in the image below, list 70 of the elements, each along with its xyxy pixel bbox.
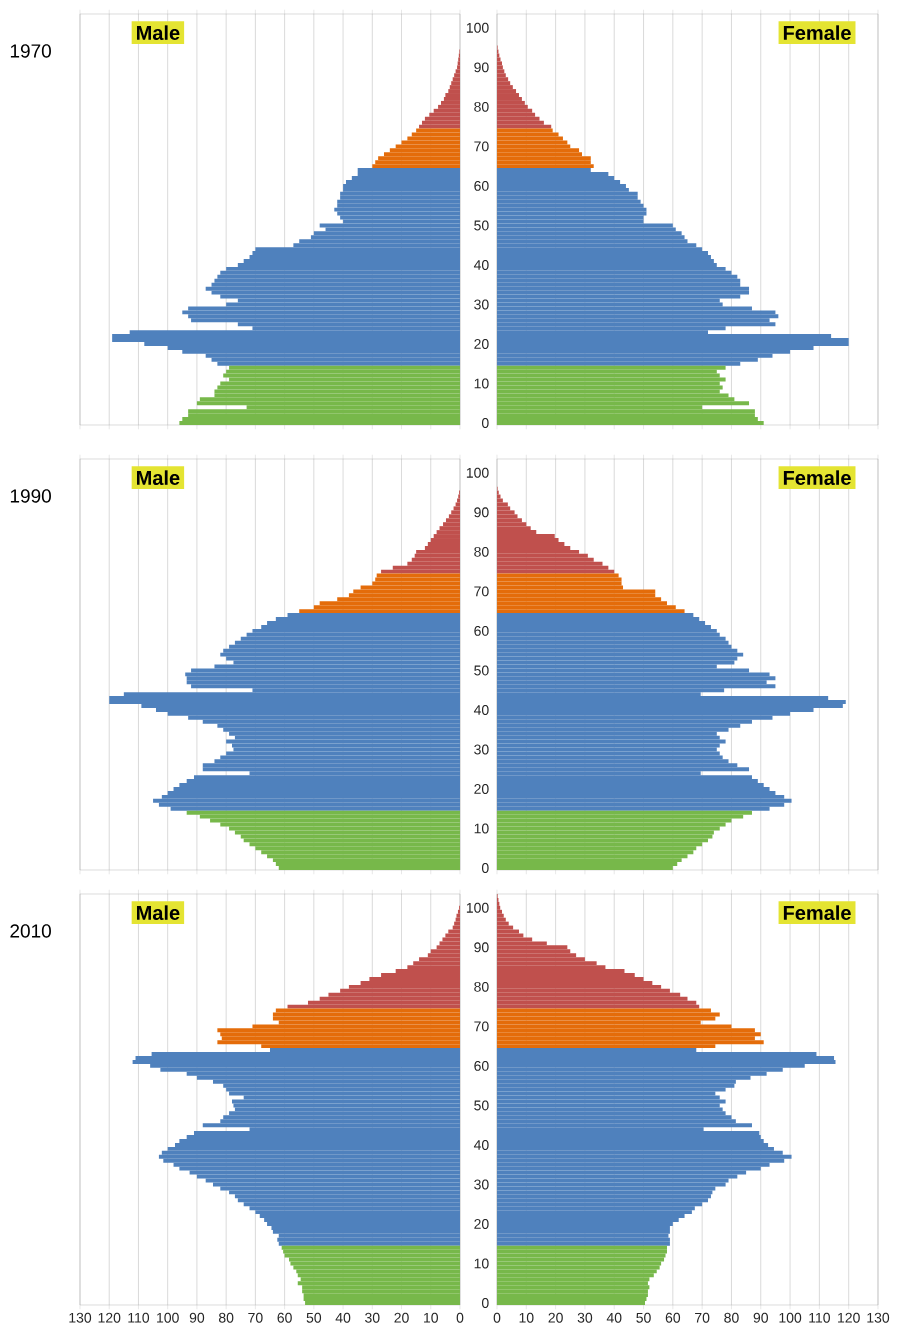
x-tick-label: 70 [248, 1312, 263, 1323]
y-tick-label: 50 [474, 665, 489, 676]
x-tick-label: 110 [128, 1312, 150, 1323]
y-tick-label: 20 [474, 339, 489, 349]
x-tick-label: 110 [809, 1312, 830, 1323]
chart-title: Female [783, 905, 851, 920]
y-tick-label: 10 [474, 1258, 489, 1269]
y-tick-label: 80 [474, 546, 489, 557]
y-axis-title: 1970 [10, 44, 51, 58]
x-tick-label: 80 [724, 1312, 739, 1323]
chart-title: Male [137, 905, 180, 920]
x-tick-label: 50 [306, 1312, 322, 1323]
y-tick-label: 70 [474, 141, 489, 152]
y-tick-label: 80 [474, 101, 489, 112]
x-tick-label: 0 [456, 1312, 464, 1323]
x-tick-label: 20 [394, 1312, 409, 1323]
x-tick-label: 80 [218, 1312, 234, 1323]
y-tick-label: 100 [466, 467, 489, 478]
y-tick-label: 50 [474, 1100, 489, 1111]
y-tick-label: 70 [474, 1021, 489, 1032]
y-tick-label: 0 [481, 863, 489, 873]
y-tick-label: 100 [466, 902, 489, 913]
y-tick-label: 0 [481, 1298, 489, 1308]
y-tick-label: 10 [474, 823, 489, 834]
chart-title: Male [137, 25, 180, 40]
y-tick-label: 60 [474, 625, 489, 636]
x-tick-label: 20 [548, 1312, 563, 1323]
y-tick-label: 50 [474, 220, 489, 231]
y-axis-title: 2010 [10, 924, 51, 938]
x-tick-label: 90 [189, 1312, 205, 1323]
y-tick-label: 90 [474, 942, 489, 953]
x-tick-label: 40 [606, 1312, 622, 1323]
y-tick-label: 70 [474, 586, 489, 597]
y-tick-label: 10 [474, 378, 489, 389]
y-tick-label: 60 [474, 180, 489, 191]
x-tick-label: 50 [636, 1312, 651, 1323]
x-tick-label: 40 [335, 1312, 351, 1323]
y-tick-label: 0 [481, 418, 489, 428]
chart-title: Female [783, 25, 851, 40]
y-tick-label: 40 [473, 259, 489, 270]
y-tick-label: 100 [466, 22, 489, 33]
x-tick-label: 120 [98, 1312, 121, 1323]
x-tick-label: 120 [838, 1312, 860, 1323]
y-tick-label: 90 [474, 507, 489, 518]
y-tick-label: 30 [474, 744, 489, 755]
y-tick-label: 40 [473, 704, 489, 715]
x-tick-label: 130 [69, 1312, 92, 1323]
x-tick-label: 10 [424, 1312, 438, 1323]
y-tick-label: 80 [474, 981, 489, 992]
y-tick-label: 40 [473, 1139, 489, 1150]
x-tick-label: 60 [665, 1312, 681, 1323]
y-tick-label: 20 [474, 1219, 489, 1229]
x-tick-label: 90 [753, 1312, 769, 1323]
x-tick-label: 70 [695, 1312, 710, 1323]
y-tick-label: 90 [474, 62, 489, 73]
x-tick-label: 130 [867, 1312, 890, 1323]
y-tick-label: 30 [474, 299, 489, 310]
x-tick-label: 10 [519, 1312, 534, 1323]
x-tick-label: 30 [365, 1312, 380, 1323]
chart-title: Female [783, 470, 851, 485]
y-tick-label: 30 [474, 1179, 489, 1190]
x-tick-label: 0 [493, 1312, 501, 1323]
x-tick-label: 100 [157, 1312, 179, 1323]
x-tick-label: 30 [577, 1312, 593, 1323]
x-tick-label: 100 [779, 1312, 802, 1323]
y-axis-title: 1990 [10, 489, 51, 503]
y-tick-label: 20 [474, 784, 489, 794]
x-tick-label: 60 [277, 1312, 292, 1323]
y-tick-label: 60 [474, 1060, 489, 1071]
chart-title: Male [137, 470, 180, 485]
